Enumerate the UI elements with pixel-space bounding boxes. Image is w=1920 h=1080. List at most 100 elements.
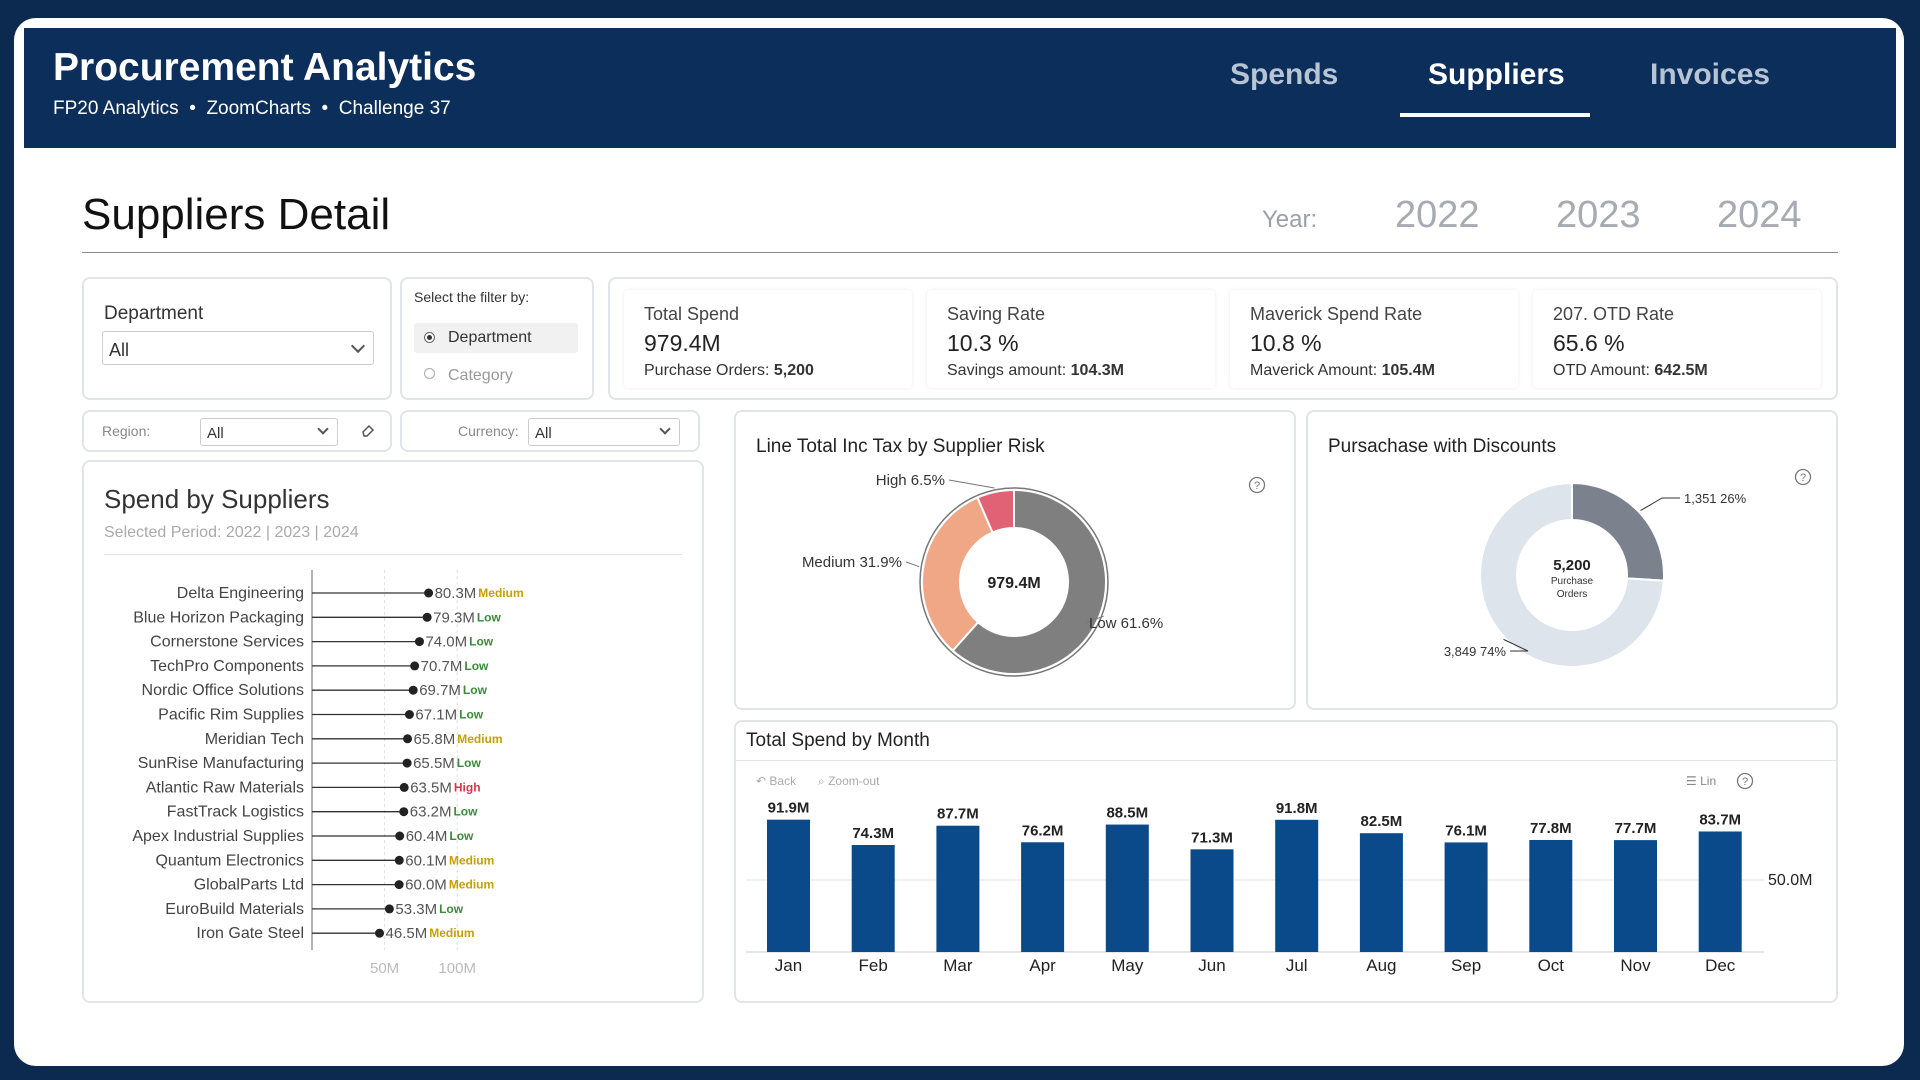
- value-label: 79.3M: [433, 609, 475, 626]
- chevron-down-icon: [350, 338, 366, 354]
- radio-unselected-icon: [424, 368, 435, 379]
- svg-text:?: ?: [1742, 776, 1748, 788]
- value-label: 53.3M: [395, 901, 437, 918]
- risk-tag: Low: [477, 610, 502, 624]
- x-tick-label: Dec: [1705, 956, 1736, 975]
- value-label: 65.5M: [413, 755, 455, 772]
- donut-center-caption: Orders: [1557, 589, 1588, 600]
- value-label: 74.0M: [425, 634, 467, 651]
- tab-invoices[interactable]: Invoices: [1650, 58, 1771, 91]
- supplier-label: GlobalParts Ltd: [194, 877, 304, 894]
- kpi-total-spend: Total Spend 979.4M Purchase Orders: 5,20…: [624, 290, 912, 388]
- radio-selected-icon: [424, 332, 435, 343]
- active-tab-indicator: [1400, 113, 1590, 117]
- bar-apr: [1021, 842, 1065, 952]
- kpi-label: Saving Rate: [947, 304, 1046, 324]
- region-value: All: [207, 425, 224, 442]
- back-button[interactable]: ↶ Back: [756, 774, 797, 788]
- filter-option-label: Department: [448, 329, 532, 346]
- risk-tag: Low: [459, 708, 484, 722]
- bar-value-label: 91.9M: [768, 800, 810, 817]
- lollipop-dot: [394, 880, 404, 890]
- tab-spends[interactable]: Spends: [1230, 58, 1339, 91]
- slice-label: 1,351 26%: [1684, 491, 1747, 506]
- supplier-risk-title: Line Total Inc Tax by Supplier Risk: [756, 436, 1045, 457]
- help-icon[interactable]: ?: [1794, 468, 1812, 486]
- kpi-value: 979.4M: [644, 330, 721, 356]
- leader-line: [948, 479, 995, 489]
- x-tick-label: 50M: [370, 960, 399, 977]
- supplier-label: Iron Gate Steel: [196, 925, 304, 942]
- scale-toggle[interactable]: ☰ Lin: [1686, 774, 1717, 788]
- kpi-value: 10.3 %: [947, 330, 1019, 356]
- y-tick-label: 50.0M: [1768, 872, 1812, 889]
- leader-line: [1084, 615, 1104, 624]
- bar-value-label: 77.7M: [1615, 820, 1657, 837]
- discount-slice: [1479, 481, 1665, 668]
- region-dropdown[interactable]: All: [200, 418, 338, 446]
- risk-tag: Low: [464, 659, 489, 673]
- x-tick-label: Nov: [1620, 956, 1651, 975]
- supplier-label: SunRise Manufacturing: [138, 755, 304, 772]
- risk-tag: High: [454, 780, 481, 794]
- x-tick-label: Jul: [1286, 956, 1308, 975]
- leader-line: [1503, 638, 1529, 652]
- tab-suppliers[interactable]: Suppliers: [1428, 58, 1565, 91]
- kpi-label: 207. OTD Rate: [1553, 304, 1675, 324]
- lollipop-dot: [394, 855, 404, 865]
- supplier-risk-donut: 979.4M Low 61.6% Medium 31.9% High 6.5%: [802, 472, 1163, 677]
- bar-oct: [1529, 839, 1573, 952]
- kpi-value: 65.6 %: [1553, 330, 1625, 356]
- bar-value-label: 83.7M: [1699, 811, 1741, 828]
- bar-value-label: 77.8M: [1530, 820, 1572, 837]
- bar-aug: [1359, 833, 1403, 952]
- kpi-maverick-spend-rate: Maverick Spend Rate 10.8 % Maverick Amou…: [1230, 290, 1518, 388]
- x-tick-label: Jan: [775, 956, 802, 975]
- lollipop-dot: [375, 928, 385, 938]
- zoom-out-button[interactable]: ⌕ Zoom-out: [818, 774, 880, 788]
- help-icon[interactable]: ?: [1736, 772, 1754, 790]
- filter-by-title: Select the filter by:: [414, 289, 530, 305]
- discounts-donut: 5,200 Purchase Orders 1,351 26% 3,849 74%: [1444, 481, 1747, 668]
- slice-label: Low 61.6%: [1089, 615, 1163, 632]
- spend-by-suppliers-card: Spend by Suppliers Selected Period: 2022…: [82, 460, 704, 1003]
- discounts-title: Pursachase with Discounts: [1328, 436, 1557, 457]
- help-icon[interactable]: ?: [1248, 476, 1266, 494]
- chevron-down-icon: [659, 423, 671, 435]
- donut-center-value: 5,200: [1553, 557, 1591, 574]
- year-option-2022[interactable]: 2022: [1395, 194, 1480, 236]
- supplier-label: Apex Industrial Supplies: [132, 828, 304, 845]
- x-tick-label: 100M: [438, 960, 476, 977]
- kpi-sub: Savings amount: 104.3M: [947, 362, 1125, 379]
- year-option-2024[interactable]: 2024: [1717, 194, 1802, 236]
- lollipop-dot: [403, 734, 413, 744]
- supplier-label: Pacific Rim Supplies: [158, 707, 304, 724]
- back-arrow-icon: ↶: [756, 774, 767, 788]
- bar-jun: [1190, 849, 1234, 952]
- currency-dropdown[interactable]: All: [528, 418, 680, 446]
- value-label: 67.1M: [415, 707, 457, 724]
- filter-option-category[interactable]: Category: [414, 361, 578, 391]
- eraser-icon[interactable]: [360, 422, 376, 438]
- lollipop-dot: [384, 904, 394, 914]
- supplier-label: EuroBuild Materials: [165, 901, 304, 918]
- currency-filter: Currency: All: [400, 410, 700, 452]
- risk-tag: Low: [453, 805, 478, 819]
- risk-tag: Medium: [457, 732, 502, 746]
- filter-option-department[interactable]: Department: [414, 323, 578, 353]
- year-option-2023[interactable]: 2023: [1556, 194, 1641, 236]
- department-dropdown[interactable]: All: [102, 331, 374, 365]
- donut-center-caption: Purchase: [1551, 576, 1594, 587]
- slice-label: High 6.5%: [876, 472, 945, 489]
- risk-slice-low: [951, 488, 1107, 675]
- bar-value-label: 87.7M: [937, 806, 979, 823]
- x-tick-label: Mar: [943, 956, 973, 975]
- risk-slice-high: [976, 488, 1015, 534]
- slice-label: Medium 31.9%: [802, 554, 902, 571]
- value-label: 60.0M: [405, 877, 447, 894]
- donut-center-label: 979.4M: [987, 575, 1040, 592]
- kpi-sub: Purchase Orders: 5,200: [644, 362, 814, 379]
- risk-tag: Medium: [449, 853, 494, 867]
- value-label: 63.5M: [410, 779, 452, 796]
